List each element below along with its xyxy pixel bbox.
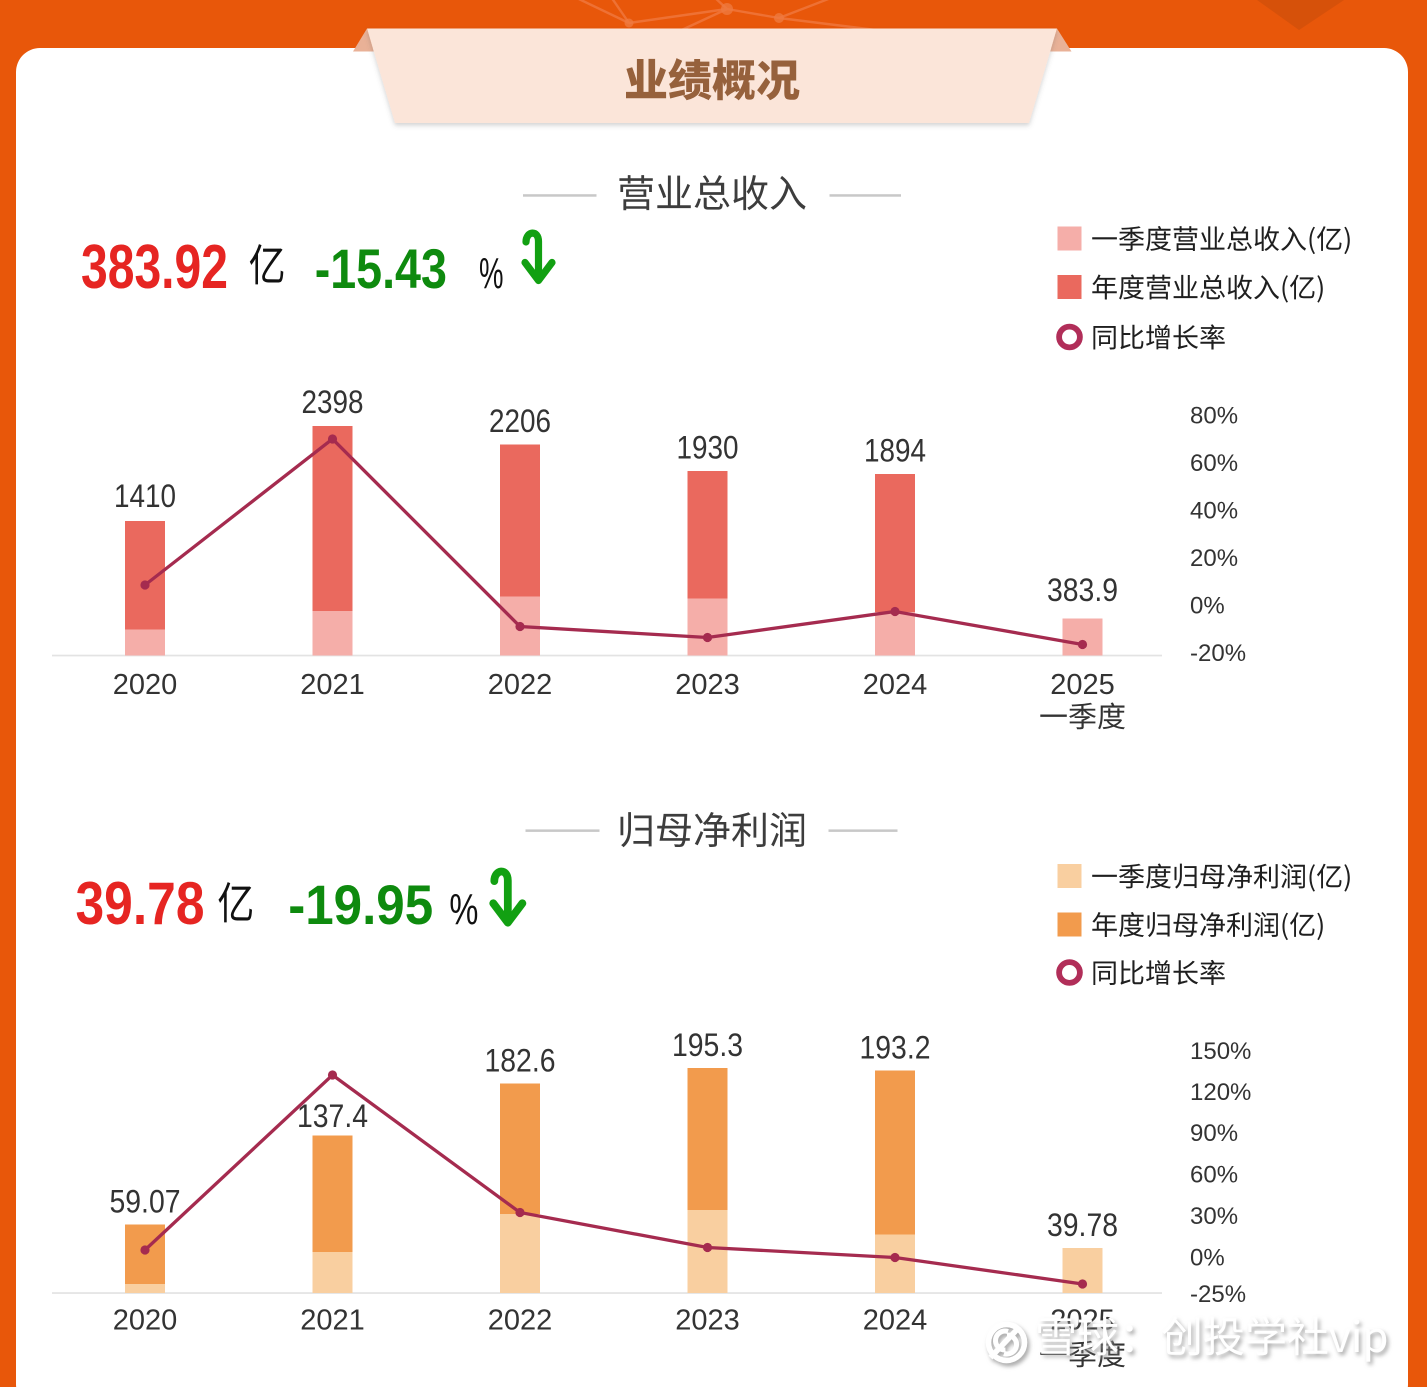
svg-text:2022: 2022	[488, 669, 553, 701]
svg-text:60%: 60%	[1190, 1161, 1238, 1188]
svg-text:39.78: 39.78	[76, 870, 205, 937]
svg-text:383.92: 383.92	[81, 233, 228, 302]
svg-text:195.3: 195.3	[672, 1027, 743, 1063]
svg-text:2024: 2024	[863, 1305, 928, 1337]
svg-text:2021: 2021	[300, 669, 365, 701]
svg-text:40%: 40%	[1190, 498, 1238, 525]
svg-text:90%: 90%	[1190, 1120, 1238, 1147]
svg-text:60%: 60%	[1190, 450, 1238, 477]
svg-text:2023: 2023	[675, 669, 740, 701]
svg-text:2022: 2022	[488, 1305, 553, 1337]
svg-text:20%: 20%	[1190, 545, 1238, 572]
svg-text:80%: 80%	[1190, 403, 1238, 430]
svg-text:2020: 2020	[113, 669, 178, 701]
svg-text:120%: 120%	[1190, 1079, 1251, 1106]
svg-text:%: %	[479, 249, 504, 298]
svg-text:2206: 2206	[489, 403, 551, 439]
svg-text:30%: 30%	[1190, 1203, 1238, 1230]
svg-text:2020: 2020	[113, 1305, 178, 1337]
svg-text:2024: 2024	[863, 669, 928, 701]
svg-text:1410: 1410	[114, 478, 176, 514]
svg-text:182.6: 182.6	[485, 1043, 556, 1079]
svg-text:1930: 1930	[677, 430, 739, 466]
svg-text:2398: 2398	[302, 384, 364, 420]
svg-text:-25%: -25%	[1190, 1281, 1246, 1308]
svg-text:-20%: -20%	[1190, 640, 1246, 667]
svg-text:137.4: 137.4	[297, 1098, 368, 1134]
svg-text:%: %	[449, 885, 478, 934]
svg-text:2021: 2021	[300, 1305, 365, 1337]
svg-text:-19.95: -19.95	[288, 873, 433, 936]
svg-text:59.07: 59.07	[110, 1184, 181, 1220]
svg-text:150%: 150%	[1190, 1038, 1251, 1065]
svg-text:193.2: 193.2	[860, 1030, 931, 1066]
svg-text:0%: 0%	[1190, 1244, 1225, 1271]
svg-text:39.78: 39.78	[1047, 1207, 1118, 1243]
svg-text:2023: 2023	[675, 1305, 740, 1337]
svg-text:383.9: 383.9	[1047, 572, 1118, 608]
svg-text:1894: 1894	[864, 433, 926, 469]
svg-text:0%: 0%	[1190, 593, 1225, 620]
svg-text:2025: 2025	[1050, 669, 1115, 701]
svg-text:-15.43: -15.43	[315, 237, 447, 300]
